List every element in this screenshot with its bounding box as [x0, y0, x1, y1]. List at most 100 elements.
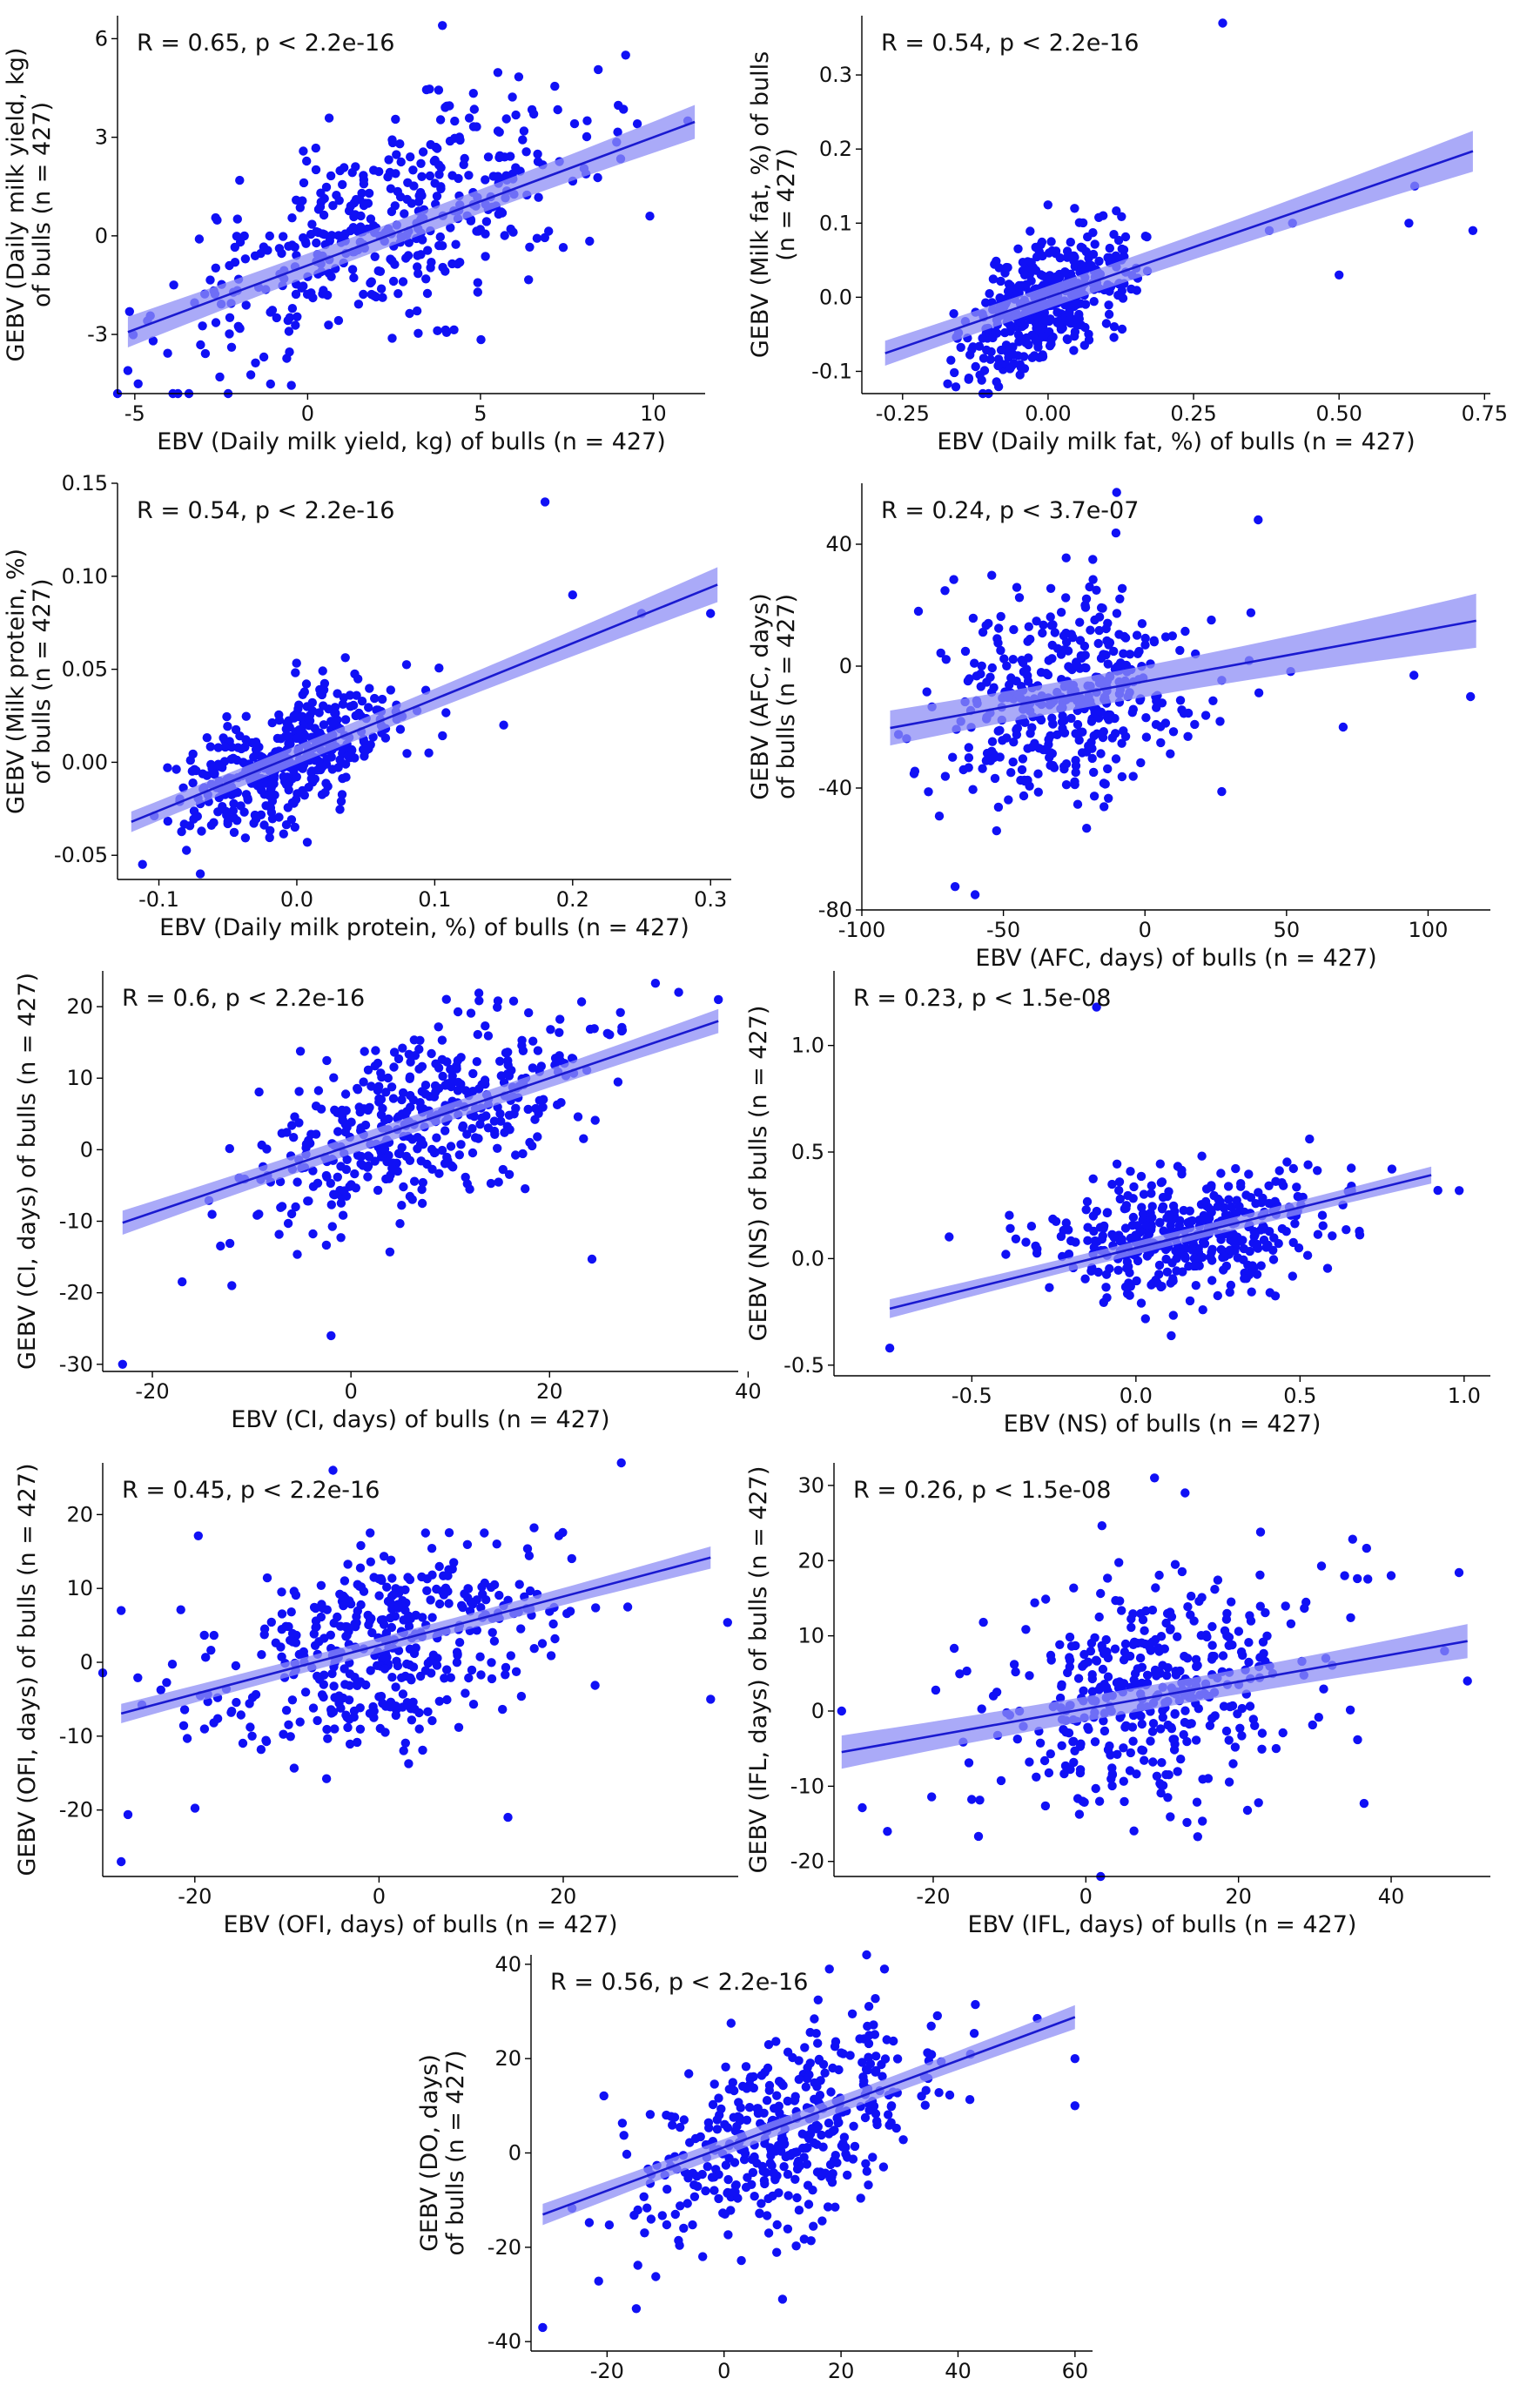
data-point [1162, 1608, 1173, 1619]
correlation-annotation: R = 0.54, p < 2.2e-16 [137, 497, 394, 524]
data-point [1335, 270, 1344, 280]
data-point [163, 763, 172, 772]
data-point [1026, 1222, 1037, 1231]
data-point [1197, 1151, 1207, 1161]
data-point [422, 1586, 432, 1596]
data-point [1301, 1597, 1311, 1607]
data-point [402, 1698, 412, 1708]
data-point [820, 2068, 830, 2078]
data-point [728, 2078, 737, 2087]
data-point [308, 1182, 319, 1191]
data-point [367, 1627, 377, 1638]
data-point [488, 1627, 497, 1638]
data-point [384, 1174, 394, 1183]
data-point [435, 232, 445, 242]
data-point [1164, 1187, 1173, 1196]
data-point [409, 1035, 419, 1045]
data-point [366, 278, 375, 288]
data-point [319, 1680, 328, 1689]
data-point [216, 1241, 225, 1251]
data-point [405, 308, 414, 319]
data-point [501, 1670, 510, 1680]
data-point [387, 256, 397, 266]
data-point [746, 2072, 756, 2082]
data-point [1073, 661, 1082, 670]
data-point [1119, 252, 1128, 261]
data-point [481, 1021, 490, 1031]
data-point [287, 1121, 297, 1130]
data-point [990, 773, 1000, 784]
data-point [1150, 1665, 1160, 1675]
data-point [1228, 1237, 1239, 1247]
data-point [286, 739, 295, 749]
data-point [265, 832, 274, 843]
data-point [503, 1812, 513, 1822]
data-point [335, 755, 345, 765]
data-point [201, 1653, 211, 1662]
x-tick-label: 0.2 [556, 887, 589, 912]
data-point [1012, 583, 1022, 592]
data-point [1013, 351, 1023, 360]
data-point [326, 1708, 337, 1718]
data-point [1213, 1290, 1223, 1301]
data-point [975, 1795, 985, 1805]
data-point [1183, 1602, 1193, 1612]
y-tick-label: 20 [66, 1502, 93, 1526]
data-point [351, 711, 360, 721]
data-point [529, 1523, 539, 1533]
data-point [1066, 1764, 1075, 1775]
data-point [353, 300, 364, 309]
y-tick-label: -10 [59, 1724, 93, 1748]
data-point [287, 304, 298, 313]
data-point [402, 1659, 412, 1669]
data-point [245, 1699, 254, 1708]
y-tick-label: 20 [797, 1548, 824, 1573]
data-point [1133, 1221, 1142, 1230]
y-tick-label: 0 [839, 654, 852, 678]
y-axis-title: GEBV (OFI, days) of bulls (n = 427) [14, 1463, 41, 1876]
data-point [1250, 1721, 1260, 1731]
data-point [1178, 1267, 1187, 1277]
data-point [391, 114, 400, 125]
data-point [1044, 1768, 1054, 1778]
data-point [856, 2193, 865, 2203]
data-point [462, 1539, 473, 1550]
data-point [1117, 771, 1127, 782]
data-point [1061, 553, 1071, 563]
data-point [483, 152, 494, 162]
data-point [374, 1591, 384, 1600]
data-point [462, 1179, 472, 1189]
data-point [259, 352, 269, 362]
x-tick-label: 0.00 [1025, 401, 1071, 426]
data-point [1046, 731, 1055, 741]
data-point [931, 1685, 941, 1695]
data-point [1175, 645, 1185, 656]
data-point [1210, 1585, 1220, 1594]
data-point [277, 1625, 286, 1634]
data-point [494, 174, 504, 184]
data-point [777, 2078, 786, 2088]
data-point [1191, 1735, 1201, 1745]
data-point [328, 200, 338, 211]
data-point [1136, 1298, 1147, 1308]
data-point [1115, 594, 1125, 603]
data-point [269, 773, 279, 784]
data-point [232, 214, 242, 224]
data-point [438, 731, 447, 741]
data-point [1000, 327, 1010, 338]
data-point [757, 2199, 766, 2208]
data-point [1102, 1208, 1113, 1217]
data-point [1338, 722, 1348, 732]
x-tick-label: 0 [1139, 918, 1152, 942]
data-point [1404, 219, 1414, 228]
data-point [476, 1670, 486, 1680]
data-point [1065, 1662, 1075, 1672]
data-point [1094, 1612, 1104, 1622]
data-point [349, 273, 359, 283]
confidence-band [131, 567, 718, 832]
x-tick-label: -100 [838, 918, 885, 942]
data-point [199, 1724, 210, 1734]
data-point [847, 2009, 857, 2018]
